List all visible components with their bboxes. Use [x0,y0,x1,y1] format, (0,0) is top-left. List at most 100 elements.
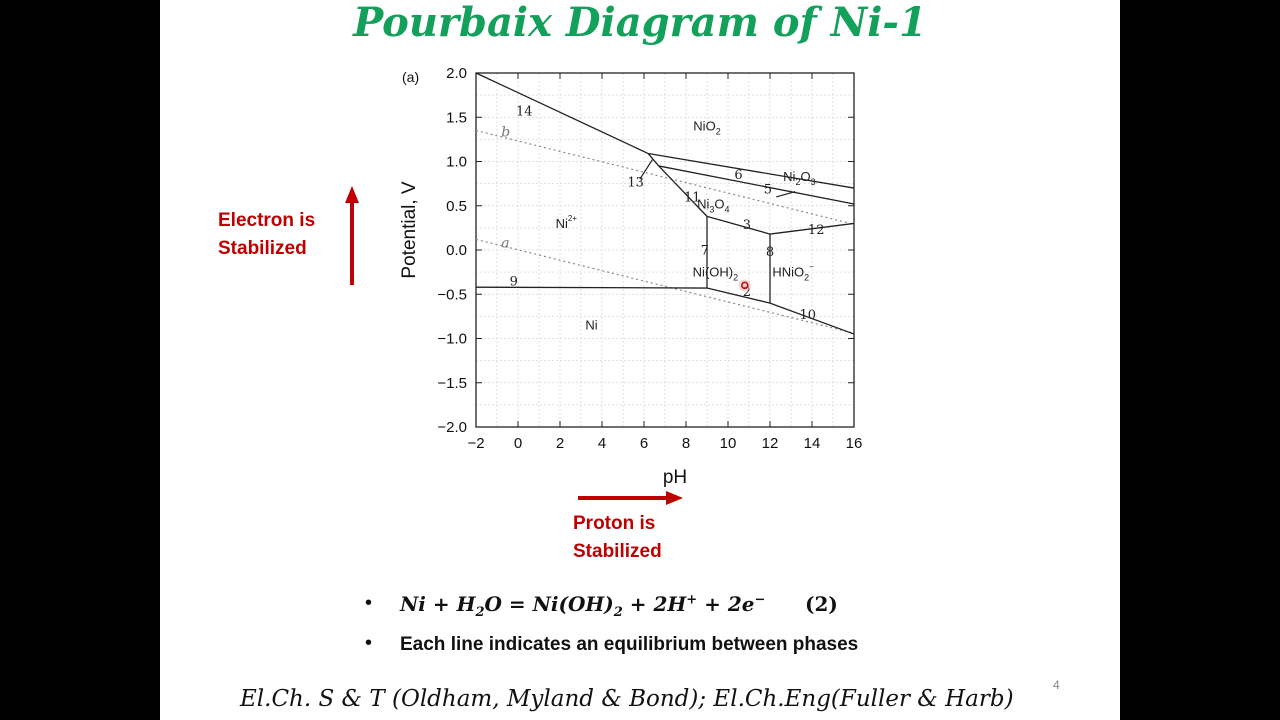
line-number-label: 9 [510,274,518,289]
phase-label-part: HNiO [772,265,804,280]
line-number-label: 14 [516,104,533,119]
x-tick-label: 8 [682,435,690,452]
y-axis-label: Potential, V [399,181,420,278]
bullet-dot: • [365,592,373,614]
boundary-line-11 [658,165,708,217]
phase-label-part: Ni [585,318,597,333]
water-line-label: b [501,125,510,141]
phase-label-part: O [714,196,724,211]
line-number-label: 3 [743,218,751,233]
boundary-line-14 [475,72,649,155]
phase-label-part: Ni(OH) [693,265,733,280]
eq-sub: 2 [475,605,485,620]
boundary-line-9 [475,286,708,289]
phase-label-part: Ni [783,169,795,184]
phase-label: Ni(OH)2 [693,265,738,283]
x-tick-label: 10 [720,435,737,452]
x-tick-label: 12 [762,435,779,452]
phase-label-part: 2 [795,177,800,187]
x-tick-label: 16 [846,435,863,452]
cursor-marker [741,281,749,290]
eq-sup: − [754,592,766,608]
electron-stabilized-label: Electron is Stabilized [218,207,315,263]
boundary-line-2 [706,287,771,304]
slide-title: Pourbaix Diagram of Ni-1 [353,0,927,46]
y-tick-label: 0.5 [446,198,467,215]
line-number-label: 7 [701,243,709,258]
proton-stabilized-label: Proton is Stabilized [573,510,662,566]
eq-part: O = Ni(OH) [484,592,614,616]
phase-label: Ni2+ [556,214,578,231]
eq-part: Ni + H [400,592,476,616]
phase-label-part: 2 [804,273,809,283]
line-number-label: 5 [764,182,772,197]
proton-label-line-1: Proton is [573,513,656,534]
y-tick-label: 2.0 [446,65,467,82]
phase-label-part: 2 [716,127,721,137]
slide: Pourbaix Diagram of Ni-1 −2 0 2 4 6 8 10 12 14 16… [160,0,1120,720]
phase-label-part: NiO [693,119,715,134]
y-tick-label: −0.5 [437,286,467,303]
boundary-line-12 [769,222,855,235]
proton-arrow-head [666,491,683,505]
phase-label: NiO2 [693,119,720,137]
x-tick-label: 4 [598,435,606,452]
electron-label-line-2: Stabilized [218,238,307,259]
phase-label-part: 3 [811,177,816,187]
pointer-arrow-13 [639,159,653,180]
pointer-arrow-ni2o3 [776,191,796,198]
reference-citation: El.Ch. S & T (Oldham, Myland & Bond); El… [240,686,1014,712]
x-tick-label: −2 [467,435,484,452]
reaction-equation: Ni + H2O = Ni(OH)2 + 2H+ + 2e− [400,592,765,620]
phase-label-part: 4 [725,204,730,214]
line-number-label: 10 [800,308,817,323]
line-number-label: 12 [808,223,825,238]
electron-arrow-head [345,186,359,203]
boundary-line-6 [648,152,855,189]
phase-label-part: 2 [733,273,738,283]
boundary-line-13 [647,153,660,167]
eq-part: + 2H [622,592,687,616]
x-tick-label: 14 [804,435,821,452]
line-number-label: 8 [766,245,774,260]
line-number-label: 11 [684,190,701,205]
phase-label-part: 3 [709,204,714,214]
phase-label: Ni [585,318,597,333]
phase-label: Ni2O3 [783,169,815,187]
proton-label-line-2: Stabilized [573,541,662,562]
boundary-line-3 [706,215,771,235]
panel-label: (a) [402,69,419,85]
phase-label-part: Ni [697,196,709,211]
electron-label-line-1: Electron is [218,210,316,231]
eq-sup: + [686,592,698,608]
line-number-label: 2 [743,285,751,300]
eq-part: + 2e [697,592,755,616]
bullet-text-content: Each line indicates an equilibrium betwe… [400,634,859,655]
x-tick-label: 2 [556,435,564,452]
phase-label-part: − [809,263,814,272]
x-tick-label: 0 [514,435,522,452]
y-tick-label: −2.0 [437,419,467,436]
phase-label-part: Ni [556,216,568,231]
y-tick-label: −1.0 [437,331,467,348]
x-tick-label: 6 [640,435,648,452]
bullet-dot: • [365,632,373,654]
y-tick-label: 0.0 [446,242,467,259]
equation-number: (2) [805,592,838,616]
phase-label-part: 2+ [568,214,577,223]
line-number-label: 6 [734,168,742,183]
phase-label: Ni3O4 [697,196,729,214]
phase-label-part: O [800,169,810,184]
cursor-halo [738,279,751,292]
pourbaix-diagram: −2 0 2 4 6 8 10 12 14 162.01.51.00.50.0−0.5−1.0−1… [345,65,863,505]
eq-sub: 2 [613,605,623,620]
y-tick-label: 1.0 [446,154,467,171]
page-number: 4 [1053,678,1060,692]
phase-label: HNiO2− [772,263,814,283]
boundary-line-10 [769,302,855,335]
boundary-line-5 [658,165,855,205]
water-line-label: a [501,235,509,251]
x-axis-label: pH [663,467,687,488]
y-tick-label: −1.5 [437,375,467,392]
y-tick-label: 1.5 [446,109,467,126]
